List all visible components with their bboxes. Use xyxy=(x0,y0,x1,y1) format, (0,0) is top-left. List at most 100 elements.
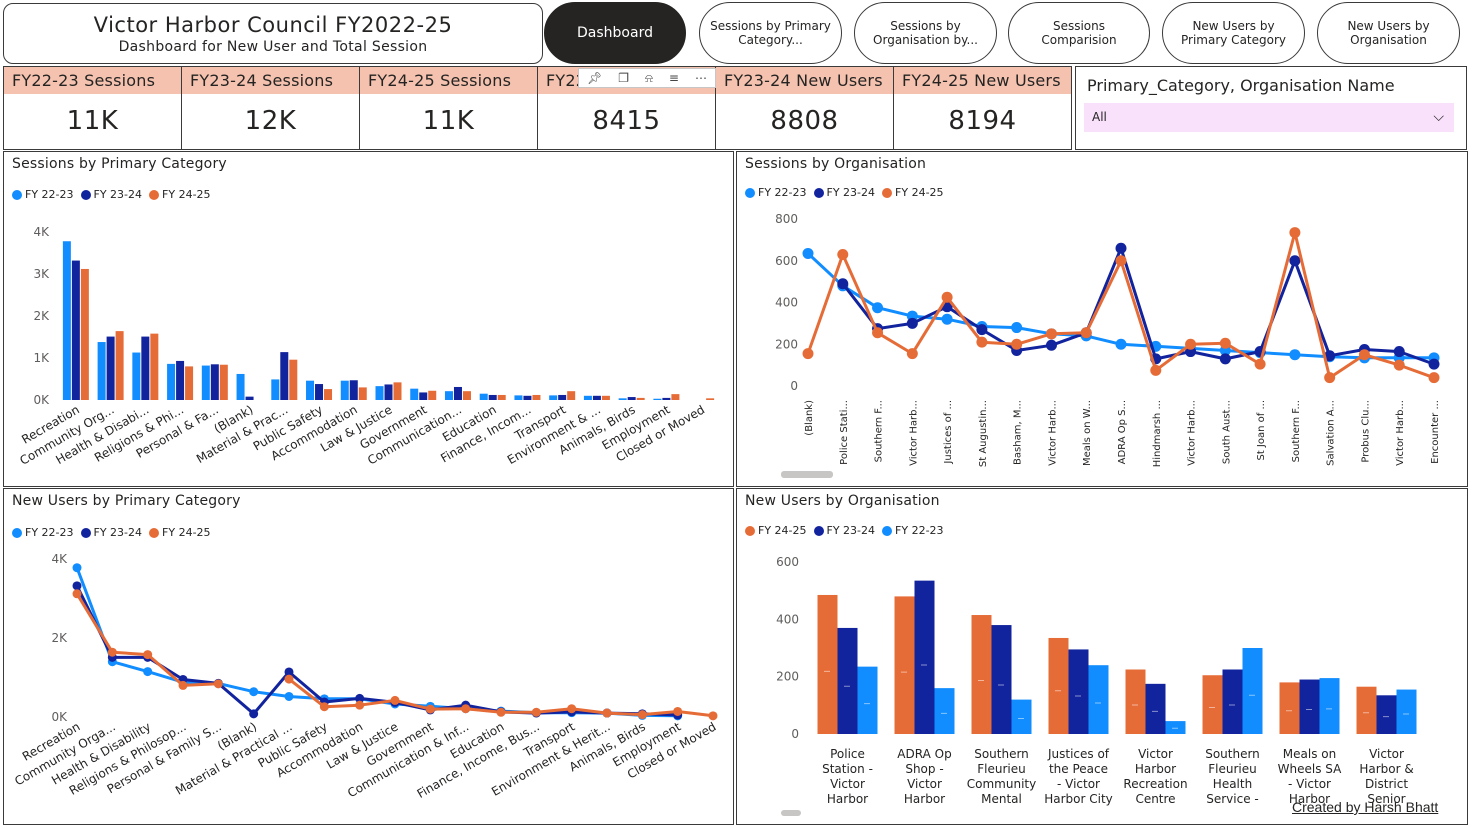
kpi-card-fy2223-sessions: FY22-23 Sessions 11K xyxy=(3,66,182,150)
data-point xyxy=(461,704,471,714)
kpi-value: 8194 xyxy=(948,106,1017,136)
category-label: Mental xyxy=(981,792,1022,806)
bar xyxy=(444,391,453,400)
category-label: St Augustin... xyxy=(978,400,989,467)
bar xyxy=(618,398,627,400)
category-label: Fleurieu xyxy=(1208,762,1256,776)
legend-label: FY 22-23 xyxy=(25,526,74,539)
data-point xyxy=(1428,358,1440,370)
legend-label: FY 24-25 xyxy=(162,188,211,201)
bar xyxy=(1165,721,1186,734)
legend-item[interactable]: FY 22-23 xyxy=(745,186,807,199)
nav-sessions-by-primary-category-button[interactable]: Sessions by Primary Category... xyxy=(699,2,842,64)
filter-icon[interactable]: ≡ xyxy=(668,71,679,85)
category-label: Service - xyxy=(1206,792,1259,806)
bar xyxy=(289,359,298,400)
nav-dashboard-button[interactable]: Dashboard xyxy=(544,2,686,64)
category-label: Salvation A... xyxy=(1326,400,1337,466)
category-label: Southern F... xyxy=(874,400,885,462)
data-point xyxy=(1289,255,1301,267)
category-label: Wheels SA xyxy=(1278,762,1342,776)
data-point xyxy=(976,324,988,336)
y-tick-label: 4K xyxy=(33,225,50,239)
legend-item[interactable]: FY 23-24 xyxy=(813,524,875,537)
visual-header-toolbar: 📌︎ ❐ ⍾ ≡ ⋯ xyxy=(578,68,716,88)
pin-icon[interactable]: 📌︎ xyxy=(586,71,603,85)
category-label: Harbor xyxy=(904,792,945,806)
category-label: Centre xyxy=(1135,792,1175,806)
series-line xyxy=(75,567,678,718)
category-label: Southern xyxy=(974,747,1029,761)
legend-item[interactable]: FY 24-25 xyxy=(882,186,944,199)
slicer-dropdown[interactable]: All ⌵ xyxy=(1084,103,1454,132)
bar xyxy=(857,666,878,734)
category-label: Victor xyxy=(907,777,942,791)
legend-item[interactable]: FY 23-24 xyxy=(80,526,142,539)
legend-item[interactable]: FY 22-23 xyxy=(882,524,944,537)
bar xyxy=(150,333,159,400)
category-organisation-slicer: Primary_Category, Organisation Name All … xyxy=(1075,66,1467,150)
data-point xyxy=(1045,328,1057,340)
nav-new-users-by-organisation-button[interactable]: New Users by Organisation xyxy=(1317,2,1460,64)
category-label: Victor Harb... xyxy=(1395,400,1406,466)
more-icon[interactable]: ⋯ xyxy=(694,71,707,85)
data-point xyxy=(1185,338,1197,350)
bar xyxy=(462,391,471,400)
bar xyxy=(592,395,601,400)
slicer-selected-value: All xyxy=(1092,110,1107,124)
legend-item[interactable]: FY 22-23 xyxy=(12,526,74,539)
data-point xyxy=(284,667,294,677)
nav-new-users-by-primary-category-button[interactable]: New Users by Primary Category xyxy=(1162,2,1305,64)
bar xyxy=(1396,689,1417,734)
data-point xyxy=(249,709,259,719)
legend-item[interactable]: FY 23-24 xyxy=(813,186,875,199)
legend-item[interactable]: FY 22-23 xyxy=(12,188,74,201)
category-label: ADRA Op xyxy=(897,747,951,761)
category-label: Harbor xyxy=(1289,792,1330,806)
credit-link[interactable]: Created by Harsh Bhatt xyxy=(1292,799,1439,815)
bar xyxy=(393,382,402,400)
legend-dot-icon xyxy=(745,525,755,536)
bar xyxy=(62,241,71,400)
legend-dot-icon xyxy=(12,527,22,538)
chart-legend: FY 22-23 FY 23-24 FY 24-25 xyxy=(745,186,946,199)
data-point xyxy=(284,691,294,701)
data-point xyxy=(1115,242,1127,254)
category-label: Harbor xyxy=(827,792,868,806)
bar xyxy=(1376,695,1397,734)
nav-sessions-by-organisation-button[interactable]: Sessions by Organisation by... xyxy=(854,2,997,64)
bar xyxy=(1319,678,1340,734)
y-tick-label: 2K xyxy=(51,631,68,645)
legend-item[interactable]: FY 24-25 xyxy=(149,188,211,201)
bar xyxy=(141,336,150,400)
bar xyxy=(97,342,106,400)
legend-item[interactable]: FY 23-24 xyxy=(80,188,142,201)
bar xyxy=(636,397,645,400)
legend-label: FY 24-25 xyxy=(758,524,807,537)
bell-icon[interactable]: ⍾ xyxy=(644,70,653,85)
category-label: (Blank) xyxy=(804,400,815,436)
legend-dot-icon xyxy=(12,189,22,200)
legend-dot-icon xyxy=(745,187,755,198)
data-point xyxy=(872,327,884,339)
data-point xyxy=(143,667,153,677)
legend-item[interactable]: FY 24-25 xyxy=(149,526,211,539)
data-point xyxy=(1289,227,1301,239)
kpi-value: 11K xyxy=(66,106,119,136)
legend-label: FY 22-23 xyxy=(25,188,74,201)
legend-item[interactable]: FY 24-25 xyxy=(745,524,807,537)
data-point xyxy=(637,710,647,720)
bar xyxy=(1242,648,1263,734)
bar xyxy=(549,395,558,400)
nav-sessions-comparison-button[interactable]: Sessions Comparision xyxy=(1008,2,1150,64)
copy-icon[interactable]: ❐ xyxy=(618,71,629,85)
category-label: Station - xyxy=(822,762,873,776)
data-point xyxy=(143,650,153,660)
bar xyxy=(706,398,715,400)
chart-legend: FY 22-23 FY 23-24 FY 24-25 xyxy=(12,526,213,539)
category-label: Basham, M... xyxy=(1013,400,1024,465)
data-point xyxy=(107,647,117,657)
y-tick-label: 800 xyxy=(775,212,798,226)
category-label: Harbor & xyxy=(1359,762,1413,776)
